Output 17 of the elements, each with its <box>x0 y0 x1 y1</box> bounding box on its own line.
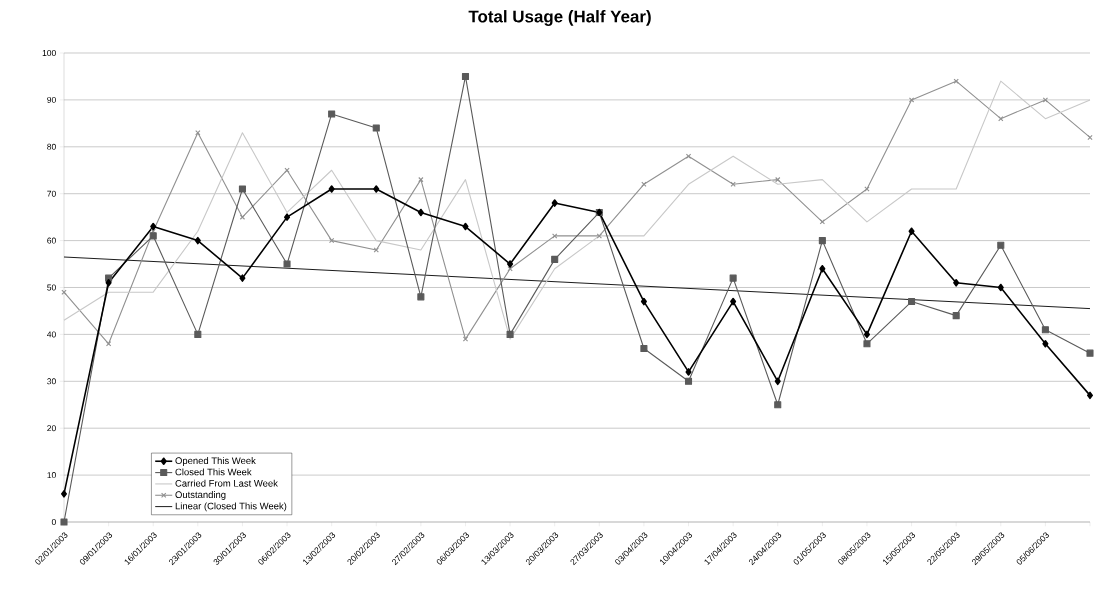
legend-label: Carried From Last Week <box>175 479 278 487</box>
y-tick-label: 40 <box>47 331 56 338</box>
y-tick-label: 100 <box>42 50 56 56</box>
chart-title: Total Usage (Half Year) <box>468 10 651 26</box>
legend-label: Linear (Closed This Week) <box>175 502 287 512</box>
legend-label: Outstanding <box>175 491 226 500</box>
y-tick-label: 20 <box>47 425 56 432</box>
y-tick-label: 30 <box>47 378 56 385</box>
legend-label: Closed This Week <box>175 468 252 476</box>
y-tick-label: 70 <box>47 190 56 197</box>
y-tick-label: 80 <box>47 143 56 150</box>
y-tick-label: 0 <box>51 519 56 525</box>
y-tick-label: 90 <box>47 96 56 103</box>
y-tick-label: 50 <box>47 284 56 291</box>
legend-label: Opened This Week <box>175 457 256 466</box>
y-tick-label: 60 <box>47 237 56 244</box>
y-tick-label: 10 <box>47 472 56 479</box>
